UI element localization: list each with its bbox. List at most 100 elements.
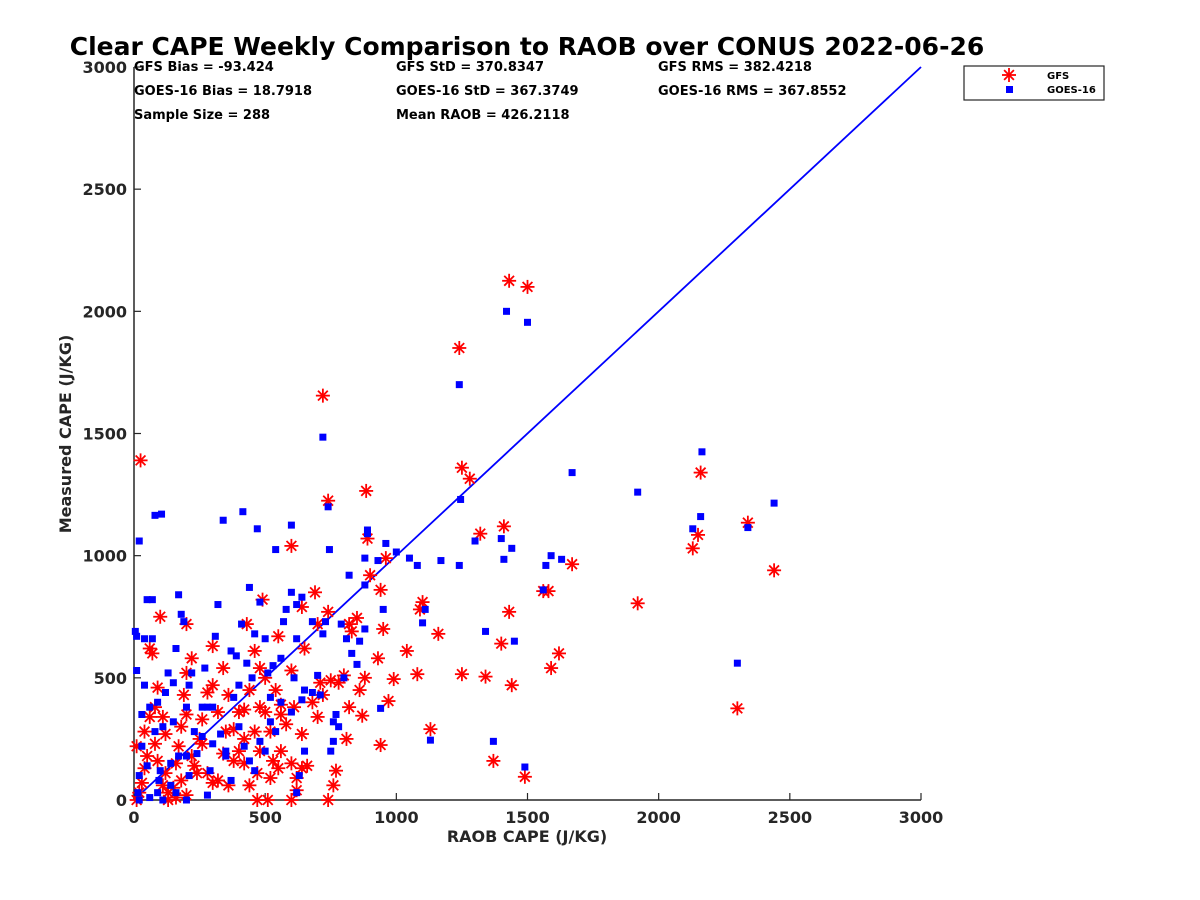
goes16-point xyxy=(539,586,547,594)
x-tick-label: 2000 xyxy=(636,808,681,827)
goes16-point xyxy=(230,693,238,701)
y-tick-label: 3000 xyxy=(82,58,127,77)
goes16-point xyxy=(251,630,259,638)
y-tick-label: 1500 xyxy=(82,425,127,444)
gfs-point xyxy=(399,643,414,658)
gfs-point xyxy=(133,453,148,468)
goes16-point xyxy=(198,732,206,740)
goes16-point xyxy=(421,605,429,613)
goes16-point xyxy=(426,736,434,744)
goes16-point xyxy=(133,667,141,675)
gfs-point xyxy=(454,667,469,682)
gfs-point xyxy=(184,651,199,666)
gfs-point xyxy=(693,465,708,480)
goes16-point xyxy=(290,674,298,682)
goes16-point xyxy=(332,710,340,718)
goes16-point xyxy=(287,588,295,596)
goes16-point xyxy=(248,674,256,682)
gfs-point xyxy=(252,700,267,715)
gfs-series xyxy=(129,273,782,807)
goes16-point xyxy=(188,669,196,677)
x-tick-label: 0 xyxy=(128,808,139,827)
goes16-point xyxy=(503,307,511,315)
goes16-point xyxy=(377,704,385,712)
goes16-point xyxy=(293,635,301,643)
gfs-point xyxy=(308,585,323,600)
goes16-point xyxy=(143,596,151,604)
goes16-point xyxy=(322,618,330,626)
x-tick-label: 500 xyxy=(248,808,281,827)
goes16-point xyxy=(405,554,413,562)
goes16-point xyxy=(521,763,529,771)
gfs-point xyxy=(305,695,320,710)
goes16-point xyxy=(325,546,333,554)
gfs-point xyxy=(147,736,162,751)
goes16-point xyxy=(308,688,316,696)
goes16-std-stat: GOES-16 StD = 367.3749 xyxy=(396,84,579,99)
goes16-point xyxy=(374,557,382,565)
goes16-point xyxy=(356,637,364,645)
goes16-point xyxy=(361,625,369,633)
goes16-point xyxy=(497,535,505,543)
goes16-point xyxy=(167,781,175,789)
gfs-point xyxy=(195,712,210,727)
goes16-point xyxy=(198,703,206,711)
goes16-point xyxy=(266,718,274,726)
goes16-point xyxy=(138,710,146,718)
goes16-point xyxy=(361,554,369,562)
goes16-point xyxy=(227,776,235,784)
gfs-point xyxy=(373,738,388,753)
goes16-point xyxy=(156,767,164,775)
gfs-point xyxy=(247,724,262,739)
gfs-point xyxy=(150,680,165,695)
gfs-point xyxy=(300,758,315,773)
gfs-point xyxy=(452,340,467,355)
goes16-point xyxy=(155,776,163,784)
gfs-point xyxy=(551,646,566,661)
gfs-point xyxy=(767,563,782,578)
goes16-point xyxy=(209,740,217,748)
goes16-point xyxy=(298,593,306,601)
goes16-point xyxy=(245,757,253,765)
goes16-point xyxy=(293,601,301,609)
y-ticks: 0 500 1000 1500 2000 2500 3000 xyxy=(82,58,141,810)
goes16-point xyxy=(253,525,261,533)
goes16-point xyxy=(222,752,230,760)
goes16-point xyxy=(146,703,154,711)
gfs-point xyxy=(462,471,477,486)
gfs-point xyxy=(268,683,283,698)
gfs-point xyxy=(176,687,191,702)
goes16-point xyxy=(319,433,327,441)
gfs-point xyxy=(315,388,330,403)
goes16-point xyxy=(185,772,193,780)
goes16-point xyxy=(744,524,752,532)
goes16-point xyxy=(489,737,497,745)
gfs-point xyxy=(502,604,517,619)
goes16-point xyxy=(345,571,353,579)
goes16-point xyxy=(287,708,295,716)
gfs-point xyxy=(218,724,233,739)
goes16-point xyxy=(211,632,219,640)
gfs-point xyxy=(226,753,241,768)
goes16-point xyxy=(256,737,264,745)
goes16-point xyxy=(159,796,167,804)
statistics-annotations: GFS Bias = -93.424 GFS StD = 370.8347 GF… xyxy=(134,60,847,123)
goes16-point xyxy=(159,723,167,731)
gfs-point xyxy=(321,793,336,807)
goes16-point xyxy=(327,747,335,755)
goes16-point xyxy=(154,698,162,706)
gfs-point xyxy=(376,621,391,636)
legend-gfs-label: GFS xyxy=(1047,71,1069,82)
goes16-point xyxy=(219,516,227,524)
gfs-point xyxy=(140,749,155,764)
goes16-series xyxy=(131,307,778,804)
goes16-point xyxy=(203,791,211,799)
gfs-point xyxy=(187,758,202,773)
goes16-point xyxy=(138,742,146,750)
goes16-point xyxy=(437,557,445,565)
goes16-point xyxy=(282,605,290,613)
goes16-point xyxy=(261,635,269,643)
goes16-point xyxy=(140,635,148,643)
goes16-point xyxy=(206,767,214,775)
gfs-point xyxy=(266,753,281,768)
